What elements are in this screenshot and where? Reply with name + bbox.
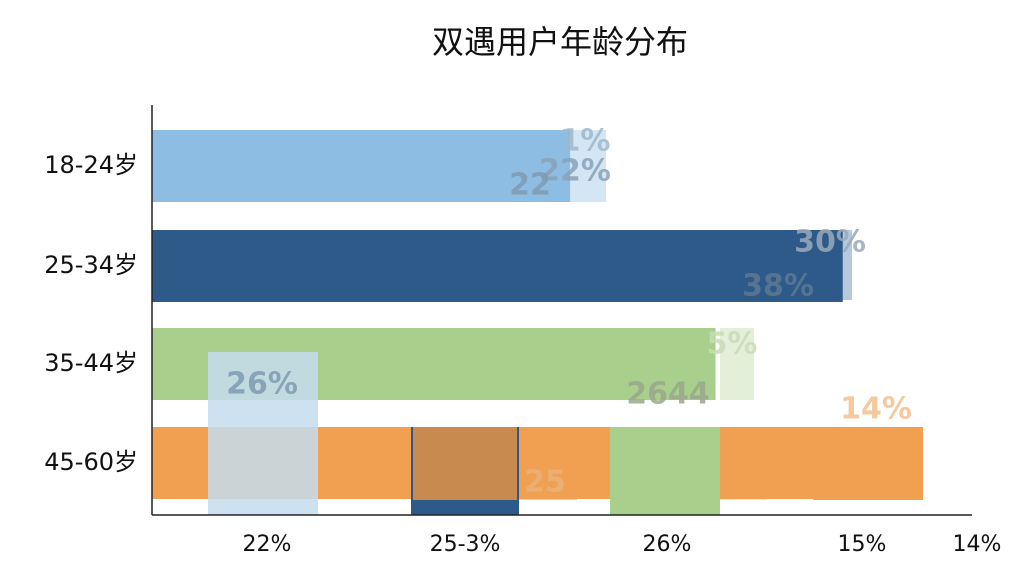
- annotation: 26%: [226, 367, 298, 402]
- annotation: 2644: [626, 377, 710, 412]
- annotation: 22: [509, 168, 551, 203]
- chart-title: 双遇用户年龄分布: [432, 23, 688, 61]
- y-tick-label: 25-34岁: [44, 251, 138, 279]
- x-label: 22%: [243, 532, 292, 557]
- x-label: 26%: [643, 532, 692, 557]
- annotation: 22%: [539, 154, 611, 189]
- bar: [152, 230, 843, 302]
- y-tick-label: 35-44岁: [44, 349, 138, 377]
- x-label: 14%: [953, 532, 1002, 557]
- annotation: 14%: [840, 392, 912, 427]
- x-label: 25-3%: [430, 532, 501, 557]
- annotation: 5%: [707, 327, 758, 362]
- annotation: 30%: [794, 225, 866, 260]
- y-tick-label: 18-24岁: [44, 151, 138, 179]
- bar: [152, 130, 571, 202]
- x-label: 15%: [838, 532, 887, 557]
- y-tick-label: 45-60岁: [44, 448, 138, 476]
- annotation: 1%: [560, 124, 611, 159]
- annotation: 25: [524, 465, 566, 500]
- annotation: 38%: [742, 269, 814, 304]
- overlay-columns: [208, 352, 923, 515]
